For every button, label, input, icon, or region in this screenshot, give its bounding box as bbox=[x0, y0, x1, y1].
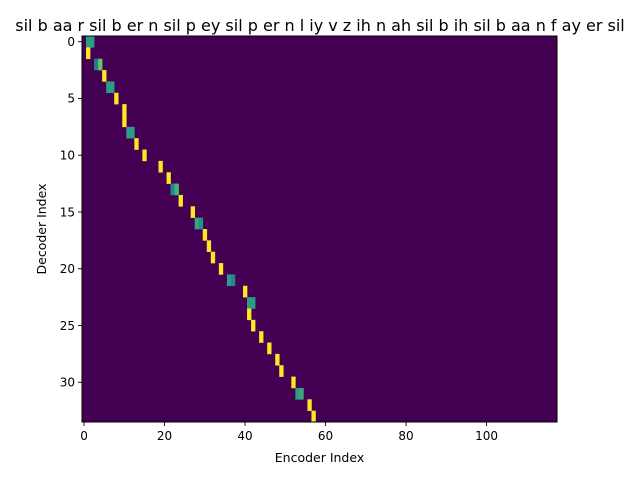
y-tick-label: 5 bbox=[67, 92, 75, 106]
heatmap-cell bbox=[206, 240, 212, 253]
x-tick-label: 0 bbox=[80, 429, 88, 443]
heatmap-cell bbox=[194, 217, 200, 230]
chart-title: sil b aa r sil b er n sil p ey sil p er … bbox=[15, 16, 624, 35]
heatmap-cell bbox=[247, 297, 252, 309]
heatmap-cell bbox=[102, 70, 107, 82]
y-tick-label: 15 bbox=[60, 205, 75, 219]
heatmap-cell bbox=[259, 331, 264, 343]
y-axis-ticks: 0 5 10 15 20 25 30 bbox=[60, 35, 82, 390]
heatmap-cell bbox=[86, 47, 91, 60]
heatmap-cells bbox=[86, 36, 316, 423]
heatmap-cell bbox=[122, 104, 127, 116]
x-tick-label: 40 bbox=[237, 429, 252, 443]
y-tick-label: 10 bbox=[60, 149, 75, 163]
heatmap-cell bbox=[170, 183, 175, 196]
heatmap-cell bbox=[230, 274, 236, 287]
heatmap-cell bbox=[134, 138, 139, 150]
heatmap-cell bbox=[166, 172, 171, 184]
heatmap-cell bbox=[114, 92, 119, 105]
x-axis-ticks: 0 20 40 60 80 100 bbox=[80, 422, 498, 443]
x-axis-label: Encoder Index bbox=[275, 450, 365, 465]
heatmap-cell bbox=[198, 217, 204, 230]
heatmap-cell bbox=[110, 81, 115, 94]
y-axis-label: Decoder Index bbox=[34, 184, 49, 275]
heatmap-cell bbox=[251, 297, 256, 309]
heatmap-cell bbox=[94, 58, 99, 71]
heatmap-cell bbox=[190, 206, 196, 218]
x-tick-label: 100 bbox=[475, 429, 498, 443]
heatmap-cell bbox=[86, 36, 91, 48]
y-tick-label: 0 bbox=[67, 35, 75, 49]
heatmap-cell bbox=[130, 126, 135, 139]
heatmap-cell bbox=[299, 387, 304, 400]
y-tick-label: 20 bbox=[60, 262, 75, 276]
heatmap-cell bbox=[158, 160, 163, 173]
x-tick-label: 20 bbox=[157, 429, 172, 443]
x-tick-label: 60 bbox=[318, 429, 333, 443]
heatmap-cell bbox=[307, 399, 312, 411]
heatmap-cell bbox=[226, 274, 232, 287]
heatmap-background bbox=[82, 36, 557, 422]
heatmap-cell bbox=[279, 365, 284, 377]
heatmap-cell bbox=[218, 263, 224, 275]
y-tick-label: 30 bbox=[60, 376, 75, 390]
heatmap-cell bbox=[247, 308, 252, 321]
heatmap-cell bbox=[106, 81, 111, 94]
heatmap-cell bbox=[275, 353, 280, 366]
heatmap-cell bbox=[291, 376, 296, 389]
heatmap-cell bbox=[267, 342, 272, 355]
heatmap-cell bbox=[142, 149, 147, 162]
heatmap-cell bbox=[202, 229, 208, 241]
heatmap-cell bbox=[98, 58, 103, 71]
y-tick-label: 25 bbox=[60, 319, 75, 333]
heatmap-cell bbox=[243, 285, 248, 298]
heatmap-cell bbox=[90, 36, 95, 48]
heatmap-cell bbox=[174, 183, 179, 196]
heatmap-cell bbox=[251, 319, 256, 332]
heatmap-cell bbox=[126, 126, 131, 139]
heatmap-cell bbox=[311, 410, 316, 423]
heatmap-cell bbox=[210, 251, 216, 264]
plot-frame bbox=[81, 35, 558, 423]
heatmap-cell bbox=[178, 194, 183, 207]
heatmap-cell bbox=[295, 387, 300, 400]
heatmap-cell bbox=[122, 115, 127, 128]
x-tick-label: 80 bbox=[398, 429, 413, 443]
